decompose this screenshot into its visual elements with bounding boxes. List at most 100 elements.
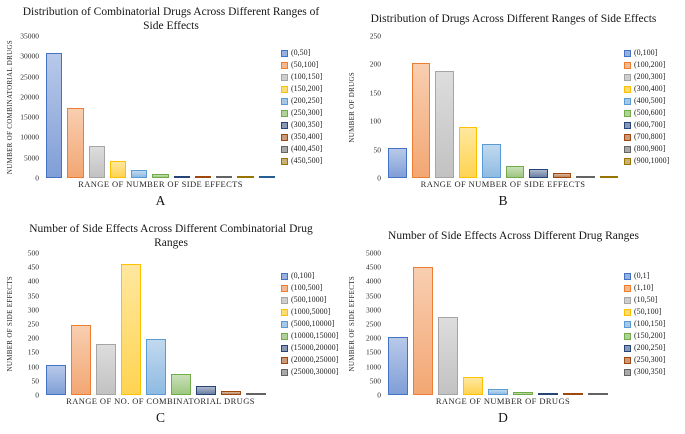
legend-item: (250,300] <box>281 109 338 117</box>
bar-(10,50] <box>438 317 458 395</box>
legend-label: (400,500] <box>634 96 666 105</box>
chart-title: Distribution of Drugs Across Different R… <box>370 12 657 25</box>
legend-marker-icon <box>624 133 631 141</box>
y-tick-label: 10000 <box>20 132 39 142</box>
chart-legend: (0,50] (50,100] (100,150] (150,200] (200,250… <box>278 36 338 178</box>
x-axis-title-row: RANGE OF NUMBER OF SIDE EFFECTS B <box>385 179 621 209</box>
legend-item: (250,300] <box>624 356 681 364</box>
legend-item: (700,800] <box>624 133 681 141</box>
legend-label: (200,300] <box>634 72 666 81</box>
panel-letter: A <box>155 193 166 209</box>
bar-(500,600] <box>505 166 524 178</box>
legend-item: (0,1] <box>624 272 681 280</box>
legend-label: (10,50] <box>634 295 658 304</box>
legend-marker-icon <box>624 356 631 364</box>
legend-item: (50,100] <box>281 61 338 69</box>
y-tick-label: 3000 <box>366 305 381 315</box>
y-tick-label: 450 <box>27 262 39 272</box>
bar-(500,1000] <box>96 343 116 396</box>
y-tick-label: 150 <box>27 347 39 357</box>
legend-item: (25000,30000] <box>281 368 338 376</box>
legend-label: (500,1000] <box>291 295 327 305</box>
y-tick-label: 50 <box>31 376 40 386</box>
legend-marker-icon <box>624 368 631 376</box>
legend-marker-icon <box>281 344 288 352</box>
legend-item: (350,400] <box>281 133 338 141</box>
legend-label: (100,150] <box>634 319 666 328</box>
y-tick-label: 1500 <box>366 347 381 357</box>
plot-area <box>385 36 621 178</box>
bar-(300,350] <box>588 393 608 395</box>
legend-item: (100,500] <box>281 284 338 292</box>
legend-marker-icon <box>281 121 288 129</box>
legend-marker-icon <box>624 308 631 316</box>
legend-item: (100,150] <box>281 73 338 81</box>
legend-label: (100,150] <box>291 72 323 82</box>
y-axis-title: NUMBER OF DRUGS <box>348 71 356 143</box>
bar-(700,800] <box>552 172 571 178</box>
legend-label: (25000,30000] <box>291 367 339 377</box>
bar-(100,150] <box>88 146 105 179</box>
chart-panel-b: Distribution of Drugs Across Different R… <box>342 0 685 217</box>
legend-item: (10,50] <box>624 296 681 304</box>
legend-marker-icon <box>281 356 288 364</box>
legend-label: (5000,10000] <box>291 319 335 329</box>
y-axis-title: NUMBER OF SIDE EFFECTS <box>6 276 14 372</box>
y-tick-label: 400 <box>27 276 39 286</box>
legend-marker-icon <box>281 368 288 376</box>
legend-marker-icon <box>624 157 631 165</box>
y-axis-title: NUMBER OF COMBINATORIAL DRUGS <box>6 39 14 175</box>
bar-(100,500] <box>71 325 91 396</box>
legend-label: (250,300] <box>634 355 666 364</box>
legend-marker-icon <box>281 133 288 141</box>
panel-letter: D <box>498 410 508 425</box>
y-tick-label: 100 <box>27 362 39 372</box>
legend-label: (500,600] <box>634 108 666 117</box>
legend-item: (5000,10000] <box>281 320 338 328</box>
bar-(250,300] <box>152 173 169 179</box>
legend-item: (200,300] <box>624 73 681 81</box>
legend-item: (900,1000] <box>624 157 681 165</box>
chart-body: NUMBER OF SIDE EFFECTS 0 500 1000 1500 2000 2… <box>346 249 681 400</box>
legend-item: (15000,20000] <box>281 344 338 352</box>
bar-(0,100] <box>388 148 407 178</box>
legend-item: (10000,15000] <box>281 332 338 340</box>
legend-marker-icon <box>624 73 631 81</box>
y-tick-label: 4000 <box>366 276 381 286</box>
chart-title: Distribution of Combinatorial Drugs Acro… <box>22 6 320 33</box>
y-tick-label: 500 <box>27 248 39 258</box>
bar-(1,10] <box>413 266 433 395</box>
y-tick-label: 150 <box>369 88 381 98</box>
legend-label: (600,700] <box>634 120 666 129</box>
y-tick-label: 0 <box>377 390 381 400</box>
bar-(0,1] <box>388 337 408 395</box>
legend-marker-icon <box>281 296 288 304</box>
y-tick-label: 5000 <box>24 153 39 163</box>
legend-item: (1,10] <box>624 284 681 292</box>
legend-item: (100,200] <box>624 61 681 69</box>
legend-marker-icon <box>624 109 631 117</box>
legend-marker-icon <box>281 332 288 340</box>
y-tick-label: 5000 <box>366 248 381 258</box>
legend-item: (300,350] <box>624 368 681 376</box>
legend-marker-icon <box>624 296 631 304</box>
legend-label: (1,10] <box>634 283 654 292</box>
legend-marker-icon <box>281 145 288 153</box>
bar-(800,900] <box>576 175 595 178</box>
y-tick-label: 20000 <box>20 92 39 102</box>
legend-label: (100,500] <box>291 283 323 293</box>
bar-(200,300] <box>435 71 454 178</box>
legend-item: (300,350] <box>281 121 338 129</box>
legend-item: (0,100] <box>624 49 681 57</box>
bar-(0,50] <box>46 53 63 179</box>
legend-label: (10000,15000] <box>291 331 339 341</box>
bar-(350,400] <box>194 176 212 179</box>
bar-(450,500] <box>237 176 254 179</box>
legend-label: (300,350] <box>291 120 323 130</box>
legend-label: (900,1000] <box>634 156 670 165</box>
legend-label: (150,200] <box>291 84 323 94</box>
plot-area <box>43 36 278 179</box>
legend-marker-icon <box>624 272 631 280</box>
bar-(300,400] <box>458 126 477 178</box>
y-tick-label: 2500 <box>366 319 381 329</box>
